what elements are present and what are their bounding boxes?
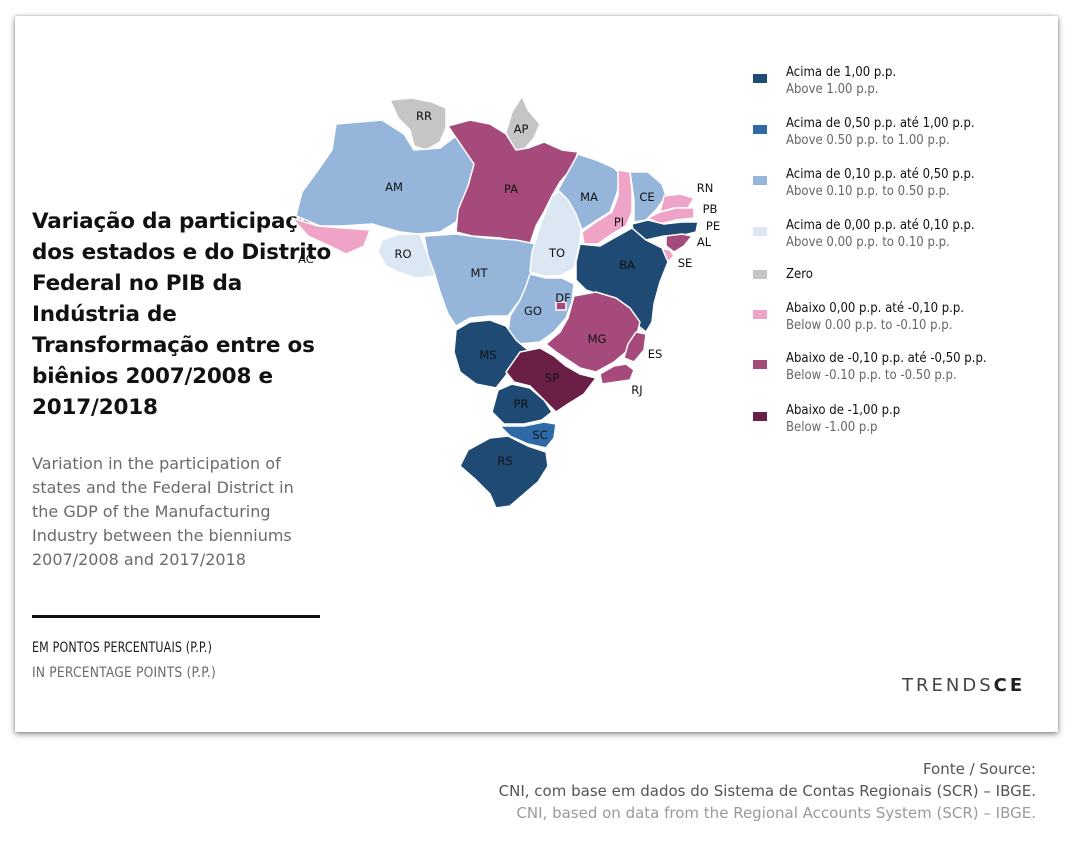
state-ce	[629, 171, 667, 223]
state-rs	[459, 435, 549, 509]
state-label-rj: RJ	[631, 383, 642, 397]
brand-part2: CE	[993, 675, 1026, 696]
state-label-pr: PR	[514, 397, 529, 411]
state-label-mg: MG	[588, 332, 607, 346]
state-am	[295, 119, 483, 235]
state-label-se: SE	[678, 256, 693, 270]
state-df	[555, 301, 567, 311]
state-label-rn: RN	[697, 181, 714, 195]
legend-swatch	[753, 176, 767, 185]
unit-label-pt: EM PONTOS PERCENTUAIS (P.P.)	[32, 640, 213, 656]
state-ac	[291, 217, 371, 255]
state-label-ma: MA	[580, 190, 598, 204]
legend-label-en: Above 0.10 p.p. to 0.50 p.p.	[786, 184, 950, 199]
divider	[32, 615, 320, 618]
state-ba	[575, 227, 669, 333]
state-label-ro: RO	[394, 247, 411, 261]
state-ma	[557, 153, 623, 231]
state-pi	[581, 169, 633, 245]
legend-label-pt: Acima de 1,00 p.p.	[786, 65, 897, 80]
state-label-ba: BA	[619, 258, 635, 272]
state-label-am: AM	[385, 180, 403, 194]
legend-label-en: Above 0.00 p.p. to 0.10 p.p.	[786, 235, 950, 250]
legend-label-pt: Acima de 0,10 p.p. até 0,50 p.p.	[786, 167, 975, 182]
state-mt	[423, 233, 537, 327]
state-sp	[505, 347, 597, 413]
state-al	[665, 233, 693, 253]
state-label-pi: PI	[614, 215, 624, 229]
legend-label-en: Below 0.00 p.p. to -0.10 p.p.	[786, 318, 953, 333]
state-label-to: TO	[548, 246, 565, 260]
legend-label-en: Above 1.00 p.p.	[786, 82, 879, 97]
state-label-pa: PA	[504, 182, 518, 196]
legend-label-pt: Zero	[786, 267, 813, 282]
state-label-mt: MT	[471, 266, 489, 280]
legend-swatch	[753, 360, 767, 369]
state-label-ap: AP	[514, 122, 529, 136]
state-go	[507, 273, 575, 345]
brand-logo: TRENDSCE	[902, 675, 1025, 696]
map-subtitle: Variation in the participation of states…	[32, 454, 294, 569]
legend-swatch	[753, 412, 767, 421]
legend-label-pt: Abaixo 0,00 p.p. até -0,10 p.p.	[786, 301, 965, 316]
legend-label-pt: Acima de 0,50 p.p. até 1,00 p.p.	[786, 116, 975, 131]
state-label-ms: MS	[479, 348, 496, 362]
legend-swatch	[753, 310, 767, 319]
state-label-al: AL	[697, 235, 712, 249]
legend-swatch	[753, 74, 767, 83]
legend-label-en: Below -0.10 p.p. to -0.50 p.p.	[786, 368, 957, 383]
legend-label-en: Below -1.00 p.p	[786, 420, 878, 435]
state-label-go: GO	[524, 304, 542, 318]
state-label-ce: CE	[639, 190, 654, 204]
legend-label-pt: Abaixo de -0,10 p.p. até -0,50 p.p.	[786, 351, 987, 366]
source-text-en: CNI, based on data from the Regional Acc…	[516, 804, 1036, 822]
source-note: Fonte / Source: CNI, com base em dados d…	[499, 758, 1036, 824]
state-label-rs: RS	[497, 454, 512, 468]
legend-swatch	[753, 125, 767, 134]
legend-label-pt: Abaixo de -1,00 p.p	[786, 403, 901, 418]
legend-swatch	[753, 227, 767, 236]
state-label-pb: PB	[703, 202, 718, 216]
state-label-es: ES	[648, 347, 663, 361]
state-sc	[499, 421, 557, 449]
state-label-df: DF	[555, 291, 570, 305]
state-rj	[599, 363, 635, 385]
source-text-pt: CNI, com base em dados do Sistema de Con…	[498, 782, 1036, 800]
legend-label-en: Above 0.50 p.p. to 1.00 p.p.	[786, 133, 950, 148]
state-label-pe: PE	[706, 219, 720, 233]
state-es	[623, 331, 647, 363]
unit-label-en: IN PERCENTAGE POINTS (P.P.)	[32, 665, 217, 681]
state-label-ac: AC	[298, 252, 314, 266]
state-label-rr: RR	[416, 109, 432, 123]
brand-part1: TRENDS	[902, 675, 994, 696]
legend-swatch	[753, 270, 767, 279]
state-label-sp: SP	[545, 371, 559, 385]
state-pa	[447, 119, 579, 245]
state-rr	[389, 97, 447, 151]
state-mg	[545, 291, 641, 373]
state-pr	[491, 383, 553, 425]
source-label: Fonte / Source:	[922, 760, 1036, 778]
legend-label-pt: Acima de 0,00 p.p. até 0,10 p.p.	[786, 218, 975, 233]
state-label-sc: SC	[532, 428, 547, 442]
